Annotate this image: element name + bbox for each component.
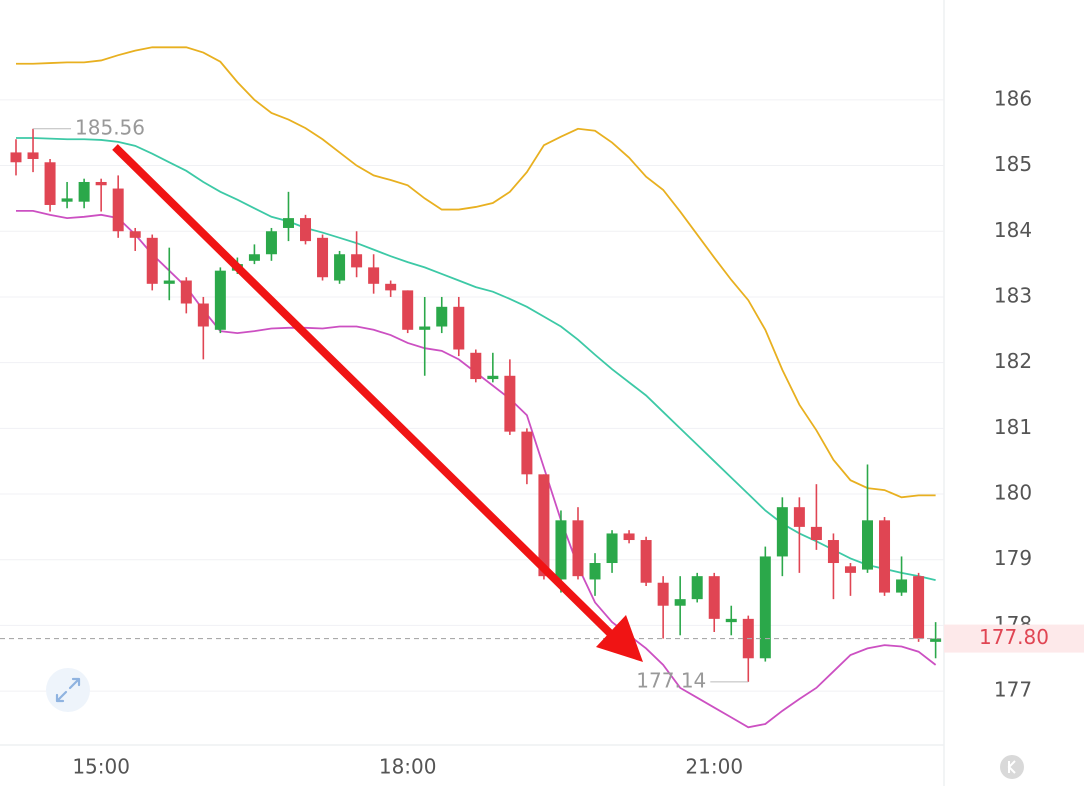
candle-body: [112, 188, 124, 232]
candle-body: [78, 181, 90, 202]
candle-body: [61, 198, 73, 202]
trend-arrow: [112, 144, 643, 662]
x-tick-label: 18:00: [379, 755, 437, 779]
candle-body: [572, 520, 584, 577]
candle-body: [300, 218, 312, 242]
expand-icon[interactable]: [55, 677, 81, 703]
candle-body: [657, 582, 669, 606]
high-marker-label: 185.56: [75, 115, 145, 139]
overlay: 185.56 177.14 177.80: [0, 115, 1084, 692]
candle-body: [759, 556, 771, 659]
x-tick-label: 15:00: [72, 755, 130, 779]
candle-body: [248, 254, 260, 261]
candle-body: [674, 599, 686, 606]
candle-body: [470, 352, 482, 380]
candle-body: [10, 152, 22, 163]
candle-body: [844, 566, 856, 573]
expand-button[interactable]: [46, 668, 90, 712]
candle-body: [351, 254, 363, 268]
y-tick-label: 186: [994, 86, 1032, 110]
candle-body: [913, 576, 925, 639]
candle-body: [589, 563, 601, 580]
candle-body: [214, 270, 226, 330]
candle-body: [146, 237, 158, 284]
candle-body: [385, 283, 397, 291]
last-price-box: [944, 624, 1084, 653]
candle-body: [827, 540, 839, 564]
x-tick-label: 21:00: [685, 755, 743, 779]
candle-body: [521, 431, 533, 475]
band-line: [16, 209, 937, 729]
candle-body: [129, 231, 141, 238]
y-tick-label: 179: [994, 546, 1032, 570]
candle-body: [623, 533, 635, 541]
candle-body: [95, 181, 107, 186]
candle-body: [180, 280, 192, 304]
candle-body: [504, 375, 516, 432]
candle-body: [606, 533, 618, 564]
candle-body: [879, 520, 891, 593]
collapse-button[interactable]: [1000, 755, 1024, 779]
collapse-button-bg[interactable]: [1000, 755, 1024, 779]
candle-body: [402, 290, 414, 330]
y-tick-label: 182: [994, 349, 1032, 373]
candle-body: [708, 576, 720, 619]
candle-body: [793, 507, 805, 527]
candle-body: [555, 520, 567, 580]
candle-body: [317, 237, 329, 278]
candle-body: [725, 618, 737, 623]
last-price-label: 177.80: [979, 625, 1049, 649]
candle-body: [640, 540, 652, 583]
candle-body: [44, 162, 56, 205]
candle-body: [896, 579, 908, 593]
y-tick-label: 184: [994, 218, 1032, 242]
y-tick-label: 181: [994, 415, 1032, 439]
trend-arrow-head: [596, 615, 643, 662]
y-tick-label: 185: [994, 152, 1032, 176]
candle-body: [776, 507, 788, 557]
collapse-icon[interactable]: [1007, 760, 1016, 774]
candle-body: [282, 218, 294, 228]
candle-body: [862, 520, 873, 570]
candle-body: [930, 638, 942, 642]
candle-body: [265, 231, 277, 255]
candle-body: [419, 326, 431, 330]
candle-body: [163, 280, 175, 284]
candle-body: [487, 375, 499, 380]
candle-body: [436, 306, 448, 327]
band-line: [16, 46, 936, 499]
candle-body: [334, 254, 346, 281]
candle-body: [453, 306, 465, 350]
y-tick-label: 177: [994, 678, 1032, 702]
expand-button-bg[interactable]: [46, 668, 90, 712]
candle-body: [368, 267, 380, 284]
y-tick-label: 183: [994, 283, 1032, 307]
candle-body: [197, 303, 209, 327]
y-tick-label: 180: [994, 481, 1032, 505]
candle-body: [538, 474, 550, 577]
candle-body: [27, 152, 39, 159]
candle-body: [691, 576, 703, 600]
candles: [10, 128, 942, 682]
candle-body: [810, 526, 822, 541]
low-marker-label: 177.14: [636, 668, 706, 692]
trend-arrow-shaft: [112, 144, 625, 648]
